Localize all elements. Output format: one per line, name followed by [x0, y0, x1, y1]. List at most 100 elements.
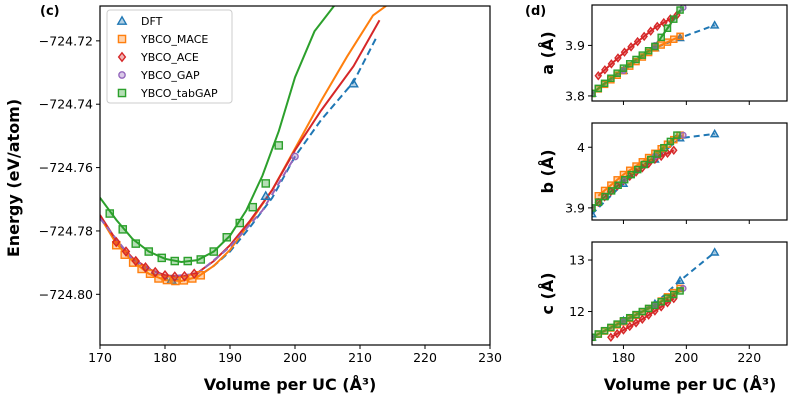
panel-d-sub3-xtick-label: 180 — [612, 350, 636, 365]
panel-d-sub3-plot-area — [592, 247, 720, 342]
data-point-ybco-tabgap — [614, 181, 622, 189]
panel-d-sub3-xtick-label: 200 — [674, 350, 698, 365]
panel-d-sub2-y-axis-label: b (Å) — [538, 149, 557, 193]
data-point-ybco-ace — [633, 36, 642, 47]
panel-d-sub1-ytick-label: 3.9 — [565, 38, 585, 53]
panel-d-sub2-ytick-label: 3.9 — [565, 200, 585, 215]
data-point-ybco-tabgap — [666, 137, 675, 146]
panel-d-sub1-y-axis-label: a (Å) — [538, 31, 557, 74]
panel-c-xtick-label: 190 — [218, 350, 242, 365]
data-point-ybco-mace — [137, 264, 146, 274]
data-point-ybco-ace — [644, 310, 653, 320]
data-point-ybco-ace — [141, 262, 150, 273]
data-point-ybco-tabgap — [619, 64, 628, 72]
panel-d-x-axis-label: Volume per UC (Å³) — [604, 375, 777, 394]
data-point-ybco-mace — [657, 41, 665, 49]
data-point-ybco-tabgap — [673, 131, 681, 139]
panel-c-xtick-label: 210 — [348, 350, 372, 365]
data-point-dft — [709, 20, 720, 29]
data-point-ybco-tabgap — [638, 307, 647, 316]
data-point-ybco-gap — [291, 152, 299, 161]
panel-d-sub2-frame — [591, 122, 788, 221]
data-point-ybco-ace — [663, 148, 672, 159]
panel-c-xtick-label: 170 — [88, 350, 112, 365]
panel-c-plot-area — [100, 6, 387, 286]
legend-marker-ybco-gap — [118, 71, 126, 79]
data-point-ybco-tabgap — [640, 160, 649, 169]
data-point-ybco-ace — [180, 270, 189, 282]
data-point-ybco-tabgap — [607, 187, 616, 195]
panel-d-lattice-parameters: (d) 3.8 3.9 a (Å) 3.9 4 b (Å) 180 200 220 12 13 c (Å… — [525, 4, 788, 394]
panel-d-label: (d) — [525, 4, 546, 19]
legend-marker-ybco-ace — [117, 51, 127, 63]
data-point-ybco-tabgap — [670, 15, 678, 23]
data-point-ybco-tabgap — [625, 313, 634, 322]
panel-d-sub3: 180 200 220 12 13 c (Å) — [538, 241, 788, 365]
panel-d-sub3-frame — [591, 241, 788, 346]
data-point-ybco-tabgap — [613, 320, 621, 328]
data-point-dft — [709, 247, 720, 256]
legend-label-dft: DFT — [141, 15, 163, 28]
data-point-ybco-tabgap — [274, 141, 284, 150]
series-line-dft — [592, 132, 715, 215]
data-point-ybco-tabgap — [670, 290, 678, 299]
data-point-ybco-ace — [607, 332, 615, 342]
data-point-ybco-mace — [663, 38, 672, 46]
data-point-ybco-tabgap — [632, 310, 640, 319]
panel-d-sub3-y-axis-label: c (Å) — [538, 272, 557, 314]
data-point-ybco-tabgap — [633, 165, 642, 174]
panel-c-x-axis-label: Volume per UC (Å³) — [204, 375, 377, 394]
legend-marker-ybco-mace — [117, 34, 127, 44]
data-point-dft — [709, 128, 720, 138]
data-point-ybco-ace — [150, 266, 160, 278]
legend: DFT YBCO_MACE YBCO_ACE YBCO_GAP YBCO_tabGAP — [106, 9, 233, 104]
panel-c-xtick-label: 180 — [153, 350, 177, 365]
data-point-ybco-tabgap — [607, 74, 615, 83]
data-point-ybco-tabgap — [663, 24, 672, 33]
data-point-ybco-ace — [657, 302, 665, 312]
data-point-ybco-ace — [638, 314, 647, 324]
data-point-ybco-ace — [646, 26, 655, 36]
data-point-ybco-tabgap — [647, 155, 655, 164]
data-point-ybco-tabgap — [676, 6, 684, 14]
panel-d-sub2: 3.9 4 b (Å) — [538, 122, 788, 224]
data-point-ybco-mace — [196, 271, 206, 280]
panel-c-ytick-label: −724.78 — [39, 223, 93, 238]
legend-label-ybco-ace: YBCO_ACE — [140, 51, 199, 64]
data-point-dft — [260, 190, 272, 200]
data-point-ybco-ace — [620, 47, 629, 57]
legend-marker-dft — [116, 15, 128, 25]
data-point-ybco-ace — [627, 42, 635, 52]
data-point-ybco-tabgap — [663, 294, 672, 302]
data-point-ybco-tabgap — [657, 33, 665, 42]
data-point-ybco-tabgap — [261, 179, 271, 188]
data-point-ybco-tabgap — [644, 304, 653, 313]
panel-d-sub3-ytick-label: 13 — [569, 253, 585, 268]
data-point-ybco-tabgap — [209, 247, 219, 256]
data-point-ybco-ace — [121, 246, 131, 257]
panel-c-ytick-label: −724.76 — [39, 160, 93, 175]
data-point-ybco-tabgap — [651, 42, 659, 51]
data-point-ybco-tabgap — [594, 330, 603, 338]
data-point-ybco-tabgap — [627, 170, 635, 179]
data-point-dft — [348, 78, 359, 88]
data-point-ybco-tabgap — [601, 192, 609, 201]
series-line-ybco-tabgap — [100, 6, 336, 264]
data-point-ybco-tabgap — [196, 255, 206, 264]
data-point-ybco-ace — [614, 53, 622, 63]
data-point-ybco-ace — [601, 65, 609, 75]
data-point-ybco-ace — [651, 306, 659, 316]
data-point-ybco-ace — [160, 269, 170, 281]
legend-label-ybco-gap: YBCO_GAP — [140, 69, 200, 82]
panel-d-sub2-ytick-label: 4 — [577, 140, 585, 155]
data-point-ybco-ace — [640, 31, 648, 42]
panel-c-energy-volume: 170 180 190 200 210 220 230 −724.80 −724.78 −724.… — [4, 4, 502, 394]
legend-label-ybco-mace: YBCO_MACE — [140, 33, 208, 46]
panel-c-y-axis-label: Energy (eV/atom) — [4, 99, 23, 257]
data-point-ybco-ace — [653, 21, 662, 32]
panel-d-sub1-ytick-label: 3.8 — [565, 88, 585, 103]
data-point-ybco-mace — [670, 35, 678, 43]
panel-d-sub3-xtick-label: 220 — [737, 350, 761, 365]
data-point-ybco-tabgap — [607, 323, 615, 332]
